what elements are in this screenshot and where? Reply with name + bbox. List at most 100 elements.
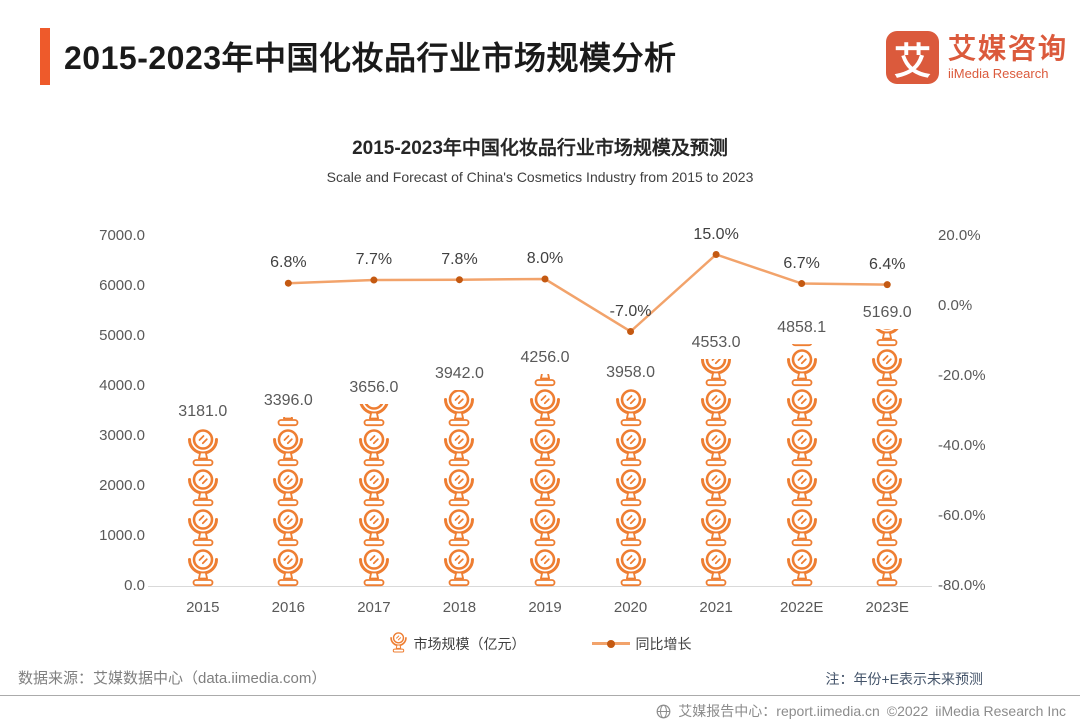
iimedia-logo: 艾 艾媒咨询 iiMedia Research: [886, 31, 1068, 84]
x-axis-label: 2023E: [865, 599, 909, 616]
mirror-icon: [615, 549, 646, 587]
logo-name-cn: 艾媒咨询: [948, 33, 1069, 64]
pictogram-bar: [614, 389, 648, 587]
mirror-icon: [444, 469, 475, 507]
growth-value-label: 7.7%: [355, 251, 393, 269]
mirror-icon: [701, 359, 732, 387]
mirror-icon: [872, 429, 903, 467]
growth-value-label: 15.0%: [693, 225, 739, 243]
page-title: 2015-2023年中国化妆品行业市场规模分析: [64, 40, 677, 76]
bar-value-label: 3181.0: [178, 402, 228, 420]
y-axis-tick-left: 2000.0: [99, 477, 145, 494]
y-axis-tick-left: 1000.0: [99, 527, 145, 544]
mirror-icon: [615, 389, 646, 427]
forecast-note-text: 注：年份+E表示未来预测: [825, 671, 983, 687]
growth-value-label: 7.8%: [441, 250, 478, 268]
growth-data-point: [883, 281, 891, 289]
growth-data-point: [627, 328, 635, 335]
y-axis-tick-left: 4000.0: [99, 377, 145, 394]
mirror-icon: [187, 429, 218, 467]
mirror-icon: [273, 429, 304, 467]
mirror-icon: [786, 349, 817, 387]
growth-data-point: [284, 279, 292, 287]
pictogram-bar: [186, 428, 220, 587]
y-axis-tick-left: 3000.0: [99, 427, 145, 444]
mirror-icon: [530, 469, 560, 507]
mirror-icon: [701, 389, 732, 427]
mirror-icon: [872, 349, 903, 387]
iimedia-logo-icon: 艾: [886, 31, 939, 84]
x-axis-label: 2016: [271, 599, 306, 616]
mirror-icon: [187, 509, 218, 547]
mirror-icon: [530, 429, 560, 467]
line-marker-icon: [591, 639, 630, 648]
y-axis-tick-left: 5000.0: [99, 327, 145, 344]
mirror-icon: [701, 509, 732, 547]
bar-value-label: 3942.0: [434, 364, 484, 382]
mirror-icon: [444, 549, 475, 587]
y-axis-tick-right: -40.0%: [938, 437, 986, 454]
y-axis-tick-right: -20.0%: [938, 367, 986, 384]
growth-data-point: [370, 276, 378, 284]
mirror-icon: [444, 509, 475, 547]
logo-name-en: iiMedia Research: [948, 66, 1049, 81]
data-source-text: 数据来源：艾媒数据中心（data.iimedia.com）: [18, 670, 327, 687]
y-axis-tick-left: 6000.0: [99, 277, 145, 294]
chart-legend: 市场规模（亿元） 同比增长: [0, 631, 1080, 656]
growth-value-label: 8.0%: [526, 250, 564, 267]
mirror-icon: [786, 389, 817, 427]
bar-value-label: 5169.0: [862, 303, 912, 321]
mirror-icon: [786, 509, 817, 547]
bar-value-label: 4858.1: [777, 319, 827, 337]
mirror-icon: [187, 549, 218, 587]
mirror-icon: [273, 549, 304, 587]
mirror-icon: [701, 469, 732, 507]
mirror-icon: [273, 469, 304, 507]
growth-data-point: [798, 280, 806, 288]
pictogram-bar: [699, 359, 733, 587]
globe-icon: [656, 704, 671, 719]
mirror-icon: [359, 404, 389, 427]
mirror-icon: [277, 417, 299, 427]
mirror-icon: [389, 631, 408, 656]
legend-item-market-scale: 市场规模（亿元）: [389, 631, 526, 656]
mirror-icon: [534, 374, 556, 387]
mirror-icon: [872, 469, 903, 507]
y-axis-tick-right: -80.0%: [938, 577, 986, 594]
mirror-icon: [444, 389, 475, 427]
mirror-icon: [389, 632, 407, 653]
bar-value-label: 3958.0: [606, 364, 656, 382]
mirror-icon: [791, 344, 812, 347]
growth-data-point: [455, 276, 463, 284]
x-axis-label: 2017: [357, 599, 391, 616]
x-axis-label: 2018: [442, 599, 477, 616]
mirror-icon: [875, 328, 900, 347]
mirror-icon: [786, 429, 817, 467]
y-axis-tick-right: -60.0%: [938, 507, 986, 524]
bar-value-label: 3396.0: [263, 392, 313, 410]
mirror-icon: [786, 469, 817, 507]
y-axis-tick-left: 0.0: [124, 577, 145, 594]
pictogram-bar: [870, 328, 904, 587]
mirror-icon: [358, 469, 389, 507]
mirror-icon: [530, 509, 560, 547]
x-axis-baseline: [148, 586, 932, 587]
mirror-icon: [358, 549, 389, 587]
pictogram-bar: [785, 344, 819, 587]
x-axis-label: 2020: [613, 599, 648, 616]
x-axis-label: 2022E: [779, 599, 824, 616]
growth-value-label: 6.8%: [270, 254, 307, 272]
title-accent-bar: [40, 28, 50, 85]
pictogram-bar: [528, 374, 562, 587]
mirror-icon: [615, 509, 646, 547]
legend-label: 市场规模（亿元）: [413, 635, 526, 652]
growth-data-point: [541, 275, 549, 283]
legend-item-growth: 同比增长: [591, 634, 692, 654]
mirror-icon: [358, 429, 389, 467]
bar-value-label: 3656.0: [349, 379, 399, 397]
mirror-icon: [358, 509, 389, 547]
company-name: iiMedia Research Inc: [935, 703, 1066, 719]
mirror-icon: [615, 469, 646, 507]
footer-divider: [0, 695, 1080, 696]
